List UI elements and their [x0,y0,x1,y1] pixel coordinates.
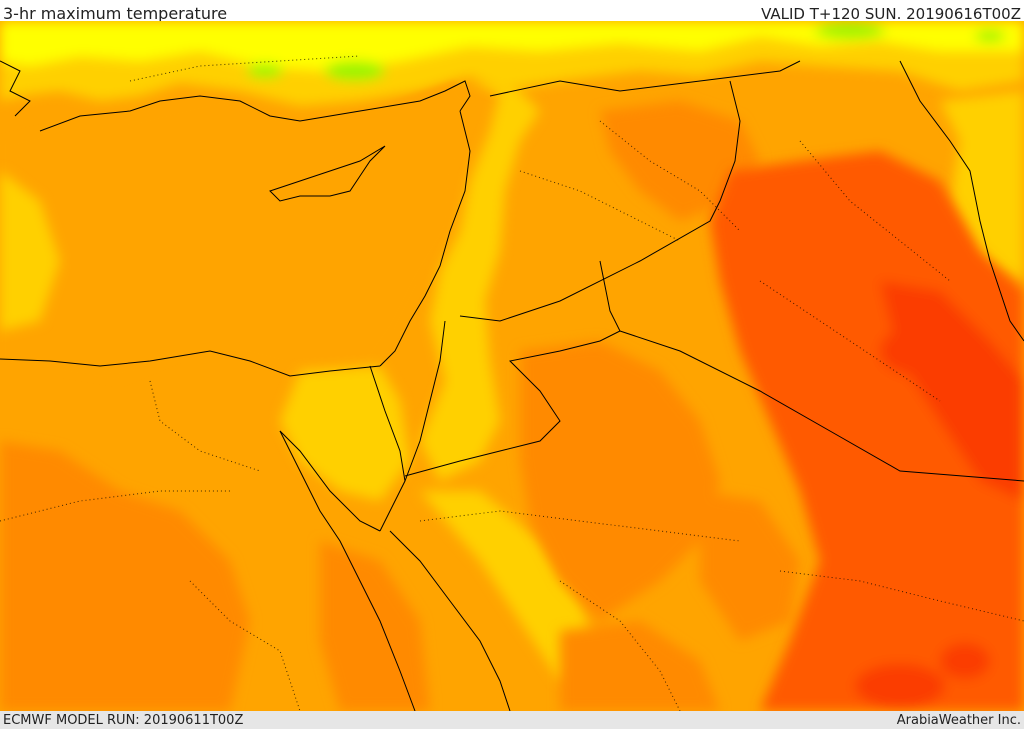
map-title: 3-hr maximum temperature [3,4,228,23]
internal-boundaries [0,55,1024,711]
map-header: 3-hr maximum temperature VALID T+120 SUN… [0,0,1024,23]
cool-zone-north [0,21,1024,106]
temperature-map-svg [0,21,1024,711]
very-hot-zone-east [710,151,1024,711]
temperature-map [0,21,1024,711]
coastlines-and-borders [0,60,1024,711]
warm-zone-levant [0,81,1024,681]
valid-time-label: VALID T+120 SUN. 20190616T00Z [761,5,1021,23]
sea-zone [0,81,470,381]
credit-label: ArabiaWeather Inc. [896,713,1021,728]
model-run-label: ECMWF MODEL RUN: 20190611T00Z [3,713,244,728]
hot-zone-desert [0,101,800,711]
map-footer: ECMWF MODEL RUN: 20190611T00Z ArabiaWeat… [0,711,1024,729]
